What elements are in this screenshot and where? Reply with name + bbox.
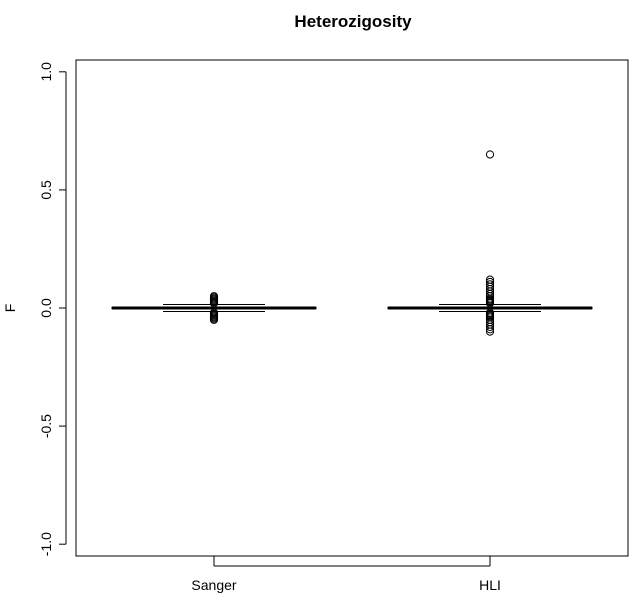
outlier-point bbox=[209, 315, 219, 324]
outlier-point bbox=[485, 150, 495, 159]
outlier-point bbox=[485, 327, 495, 336]
x-axis: Sanger HLI bbox=[191, 556, 501, 593]
y-tick-label-3: -0.5 bbox=[38, 414, 54, 438]
boxplots bbox=[111, 150, 593, 336]
outlier-point bbox=[485, 299, 495, 308]
y-axis: 1.0 0.5 0.0 -0.5 -1.0 bbox=[38, 62, 67, 556]
chart-title: Heterozigosity bbox=[294, 12, 412, 31]
box-sanger bbox=[111, 292, 317, 324]
plot-frame bbox=[75, 59, 629, 557]
y-tick-label-2: 0.0 bbox=[38, 298, 54, 318]
outlier-point bbox=[485, 325, 495, 334]
y-tick-label-4: -1.0 bbox=[38, 532, 54, 556]
x-tick-label-0: Sanger bbox=[191, 577, 236, 593]
y-tick-label-0: 1.0 bbox=[38, 62, 54, 82]
x-tick-label-1: HLI bbox=[479, 577, 501, 593]
y-axis-label: F bbox=[2, 304, 18, 313]
outlier-point bbox=[209, 299, 219, 308]
outlier-point bbox=[485, 322, 495, 331]
y-tick-label-1: 0.5 bbox=[38, 180, 54, 200]
box-hli bbox=[387, 150, 593, 336]
